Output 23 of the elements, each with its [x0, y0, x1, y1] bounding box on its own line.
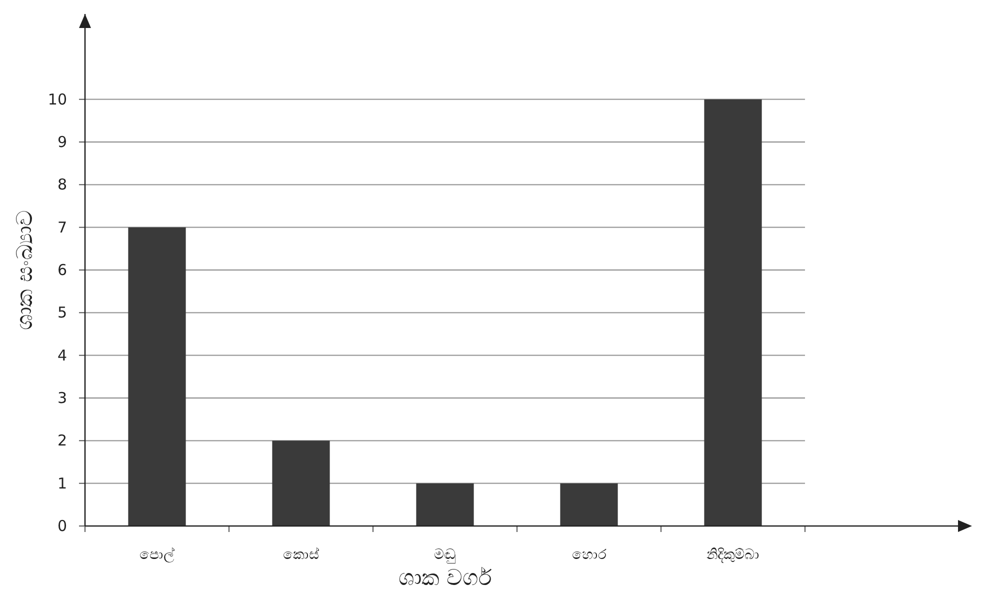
x-tick-label: හොර	[572, 547, 607, 563]
x-axis-title: ශාක වර්ග	[398, 566, 492, 591]
y-tick-label: 7	[57, 218, 67, 236]
y-tick-label: 3	[57, 389, 67, 407]
x-tick-label: මඬු	[434, 547, 456, 564]
y-axis-title: ශාක සංඛ්‍යාව	[13, 210, 38, 330]
y-tick-label: 10	[48, 90, 67, 108]
y-tick-label: 8	[57, 176, 67, 194]
y-tick-label: 2	[57, 432, 67, 450]
y-tick-label: 6	[57, 261, 67, 279]
y-tick-label: 5	[57, 304, 67, 322]
y-tick-label: 9	[57, 133, 67, 151]
bar	[704, 99, 762, 526]
x-tick-label: නිදිකුම්බා	[706, 547, 760, 563]
y-tick-label: 4	[57, 346, 67, 364]
bar	[272, 440, 330, 526]
x-tick-label: පොල්	[140, 547, 174, 563]
bar	[560, 483, 618, 526]
bar	[128, 227, 186, 526]
y-tick-label: 1	[57, 474, 67, 492]
bar	[416, 483, 474, 526]
y-tick-label: 0	[57, 517, 67, 535]
x-tick-label: කොස්	[283, 547, 319, 563]
